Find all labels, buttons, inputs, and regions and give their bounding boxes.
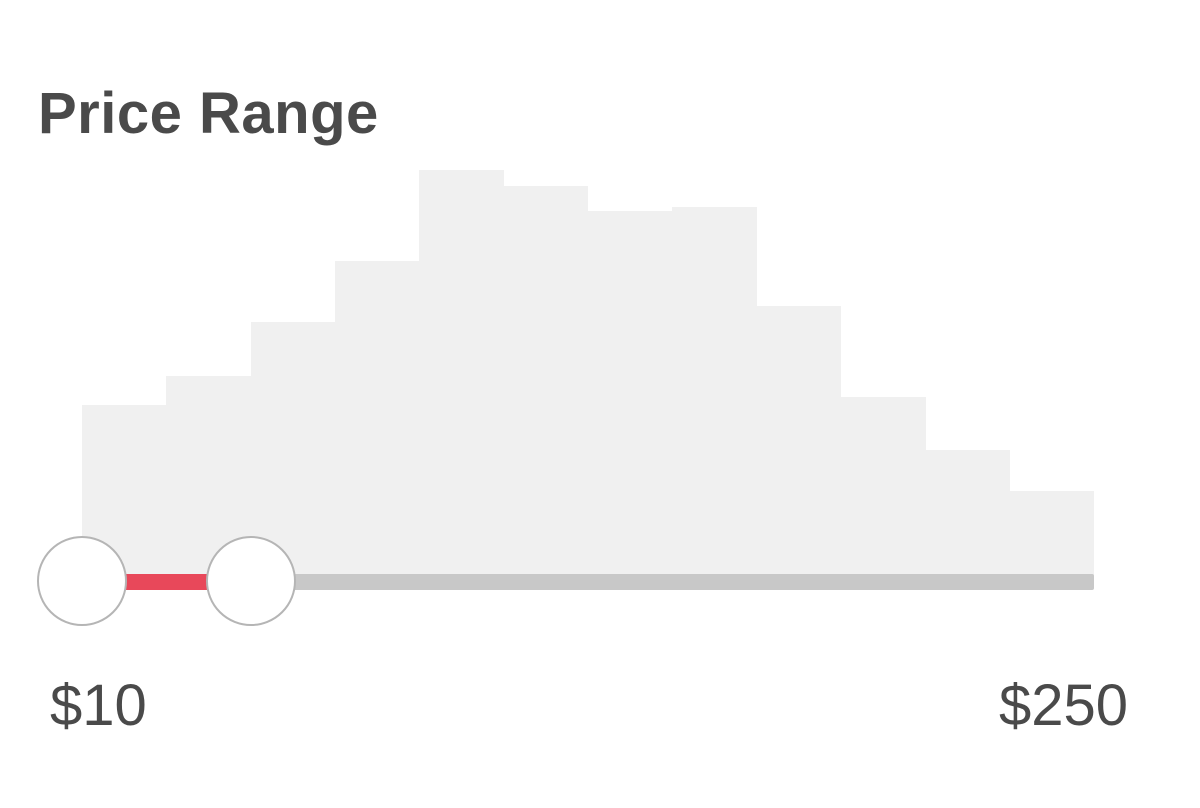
histogram-bar bbox=[756, 305, 842, 582]
histogram-bar bbox=[1009, 491, 1095, 582]
price-histogram bbox=[82, 170, 1095, 582]
histogram-bar bbox=[335, 260, 420, 582]
price-max-label: $250 bbox=[998, 673, 1128, 738]
histogram-bar bbox=[588, 211, 673, 582]
histogram-bar bbox=[925, 450, 1011, 582]
price-range-title: Price Range bbox=[38, 81, 379, 146]
price-slider-max-handle[interactable] bbox=[205, 536, 296, 626]
price-min-label: $10 bbox=[50, 673, 147, 738]
histogram-bar bbox=[672, 207, 758, 582]
histogram-bar bbox=[841, 396, 926, 582]
histogram-bar bbox=[419, 170, 505, 582]
price-slider-min-handle[interactable] bbox=[37, 536, 127, 626]
histogram-bar bbox=[503, 186, 589, 582]
